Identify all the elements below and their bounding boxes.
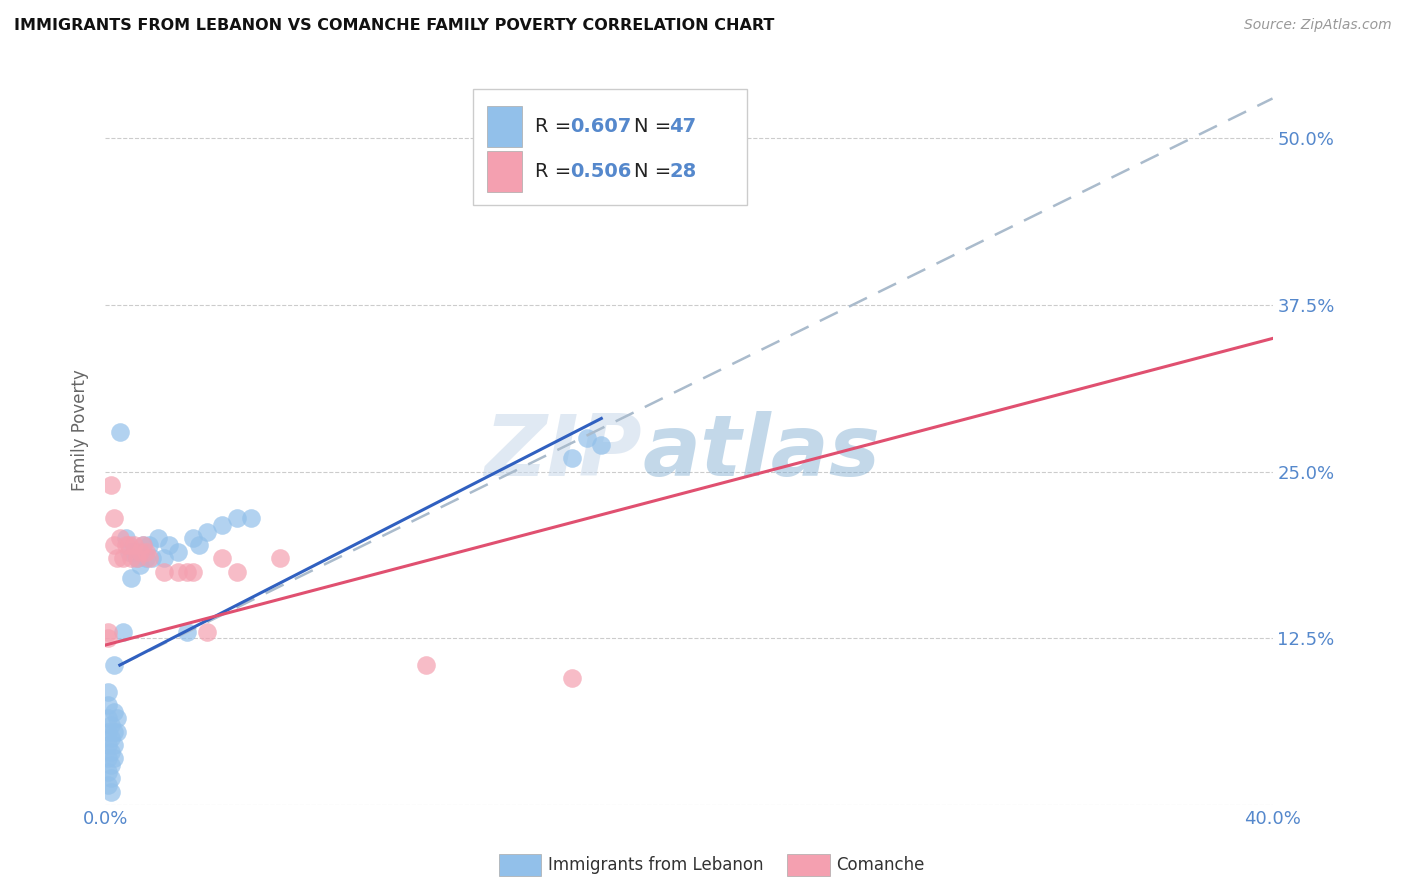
Point: [225, 511, 247, 525]
Text: ZIP: ZIP: [485, 411, 643, 494]
Point: [105, 711, 128, 725]
Point: [176, 624, 198, 639]
Point: [97, 724, 120, 739]
Point: [211, 551, 233, 566]
Text: atlas: atlas: [643, 411, 880, 494]
Point: [157, 538, 180, 552]
Point: [121, 571, 143, 585]
Point: [97, 738, 120, 752]
Point: [114, 538, 136, 552]
Point: [167, 545, 190, 559]
Point: [561, 451, 583, 466]
Point: [240, 511, 263, 525]
Point: [124, 545, 146, 559]
Point: [575, 432, 598, 446]
Point: [97, 711, 120, 725]
Point: [176, 565, 198, 579]
Text: 0.607: 0.607: [569, 117, 631, 136]
FancyBboxPatch shape: [486, 151, 522, 192]
Point: [132, 538, 155, 552]
Point: [108, 425, 131, 439]
Point: [114, 532, 136, 546]
Point: [103, 658, 125, 673]
Point: [591, 438, 613, 452]
Point: [195, 624, 218, 639]
Point: [181, 532, 204, 546]
Point: [415, 658, 437, 673]
Point: [141, 551, 163, 566]
Point: [108, 532, 131, 546]
Point: [269, 551, 291, 566]
Point: [127, 551, 149, 566]
Point: [97, 632, 120, 646]
Point: [100, 718, 122, 732]
Text: N =: N =: [634, 117, 678, 136]
Point: [111, 551, 134, 566]
Point: [100, 758, 122, 772]
Point: [129, 545, 152, 559]
Point: [152, 551, 174, 566]
Point: [187, 538, 209, 552]
Point: [100, 772, 122, 786]
Point: [103, 538, 125, 552]
Point: [211, 518, 233, 533]
Point: [97, 764, 120, 779]
Point: [135, 545, 157, 559]
Point: [146, 532, 169, 546]
Point: [103, 511, 125, 525]
Text: Immigrants from Lebanon: Immigrants from Lebanon: [548, 856, 763, 874]
Point: [100, 745, 122, 759]
Text: 0.506: 0.506: [569, 161, 631, 181]
Point: [105, 724, 128, 739]
Point: [97, 624, 120, 639]
Point: [129, 558, 152, 573]
Point: [117, 545, 139, 559]
FancyBboxPatch shape: [486, 106, 522, 147]
Text: N =: N =: [634, 161, 678, 181]
Point: [135, 551, 157, 566]
Text: R =: R =: [534, 117, 578, 136]
Point: [97, 685, 120, 699]
Y-axis label: Family Poverty: Family Poverty: [72, 369, 89, 491]
Point: [132, 538, 155, 552]
Point: [127, 551, 149, 566]
Text: Source: ZipAtlas.com: Source: ZipAtlas.com: [1244, 18, 1392, 32]
Point: [181, 565, 204, 579]
Point: [111, 624, 134, 639]
Point: [138, 551, 160, 566]
Point: [103, 705, 125, 719]
Point: [97, 751, 120, 765]
Text: 47: 47: [669, 117, 696, 136]
Point: [103, 738, 125, 752]
Point: [100, 785, 122, 799]
Text: Comanche: Comanche: [837, 856, 925, 874]
Point: [97, 698, 120, 712]
Point: [167, 565, 190, 579]
Point: [103, 751, 125, 765]
Point: [103, 724, 125, 739]
Point: [124, 538, 146, 552]
Point: [97, 778, 120, 792]
FancyBboxPatch shape: [472, 89, 747, 205]
Point: [100, 731, 122, 746]
Point: [561, 672, 583, 686]
Point: [138, 538, 160, 552]
Point: [225, 565, 247, 579]
Point: [100, 478, 122, 492]
Point: [117, 538, 139, 552]
Text: IMMIGRANTS FROM LEBANON VS COMANCHE FAMILY POVERTY CORRELATION CHART: IMMIGRANTS FROM LEBANON VS COMANCHE FAMI…: [14, 18, 775, 33]
Text: R =: R =: [534, 161, 578, 181]
Point: [195, 524, 218, 539]
Point: [105, 551, 128, 566]
Text: 28: 28: [669, 161, 696, 181]
Point: [152, 565, 174, 579]
Point: [121, 551, 143, 566]
